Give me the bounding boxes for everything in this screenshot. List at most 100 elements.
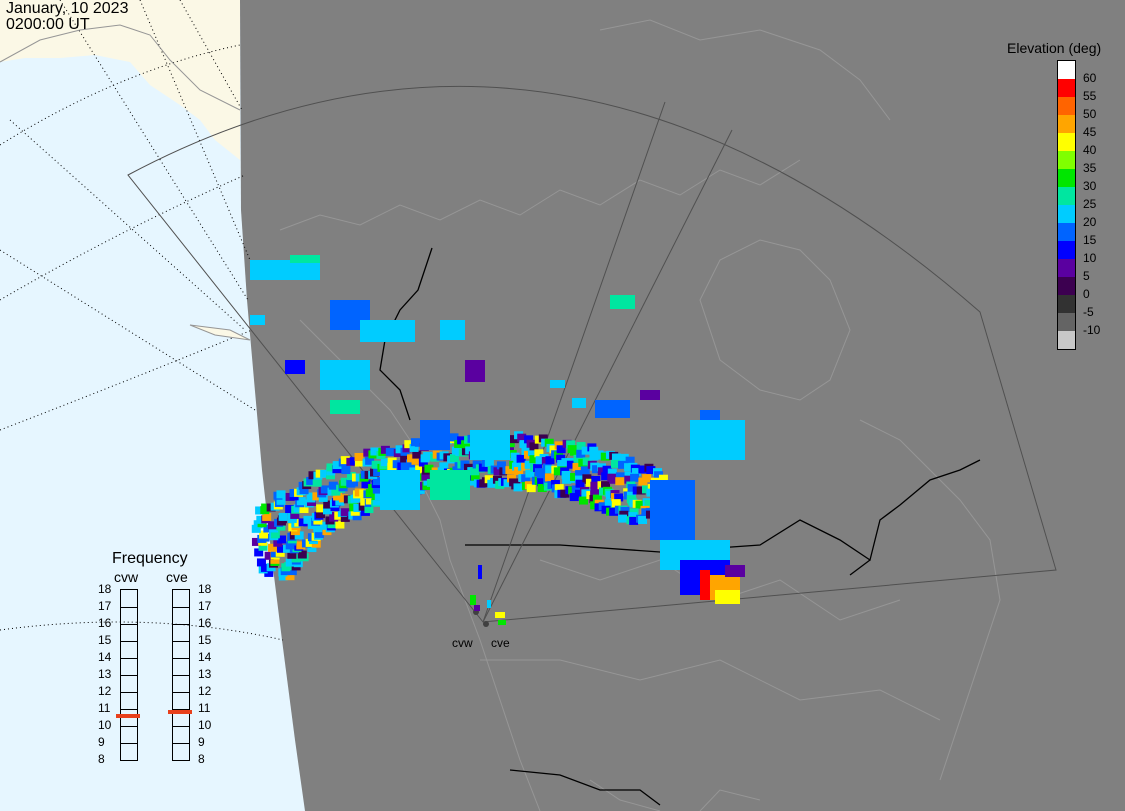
backscatter-cell	[352, 512, 362, 521]
backscatter-cell	[370, 447, 380, 456]
frequency-tick	[173, 641, 189, 642]
backscatter-cell	[601, 472, 611, 481]
backscatter-cell	[505, 439, 515, 448]
backscatter-cell	[644, 499, 654, 508]
backscatter-cell	[255, 506, 265, 515]
frequency-scale-label-right: 17	[198, 599, 212, 613]
backscatter-cell	[297, 550, 307, 559]
backscatter-cell	[465, 446, 475, 455]
backscatter-cell	[332, 461, 342, 470]
lat-lon-grid	[0, 0, 284, 641]
backscatter-cell	[358, 502, 368, 511]
backscatter-cell	[299, 486, 309, 495]
backscatter-cell	[574, 489, 584, 498]
legend-label: 5	[1083, 269, 1090, 283]
backscatter-cell	[400, 454, 410, 463]
backscatter-cell	[380, 445, 390, 454]
backscatter-cell	[650, 480, 695, 540]
backscatter-cell	[556, 454, 566, 463]
backscatter-cell	[618, 460, 628, 469]
backscatter-cell	[296, 497, 306, 506]
backscatter-cell	[536, 471, 546, 480]
backscatter-cell	[570, 473, 580, 482]
backscatter-cell	[573, 454, 583, 463]
backscatter-cell	[418, 458, 428, 467]
site-marker-cve	[483, 621, 489, 627]
backscatter-cell	[550, 380, 565, 388]
backscatter-cell	[597, 467, 607, 476]
legend-swatch	[1058, 133, 1075, 151]
backscatter-cell	[590, 485, 600, 494]
frequency-scale-label: 13	[98, 667, 112, 681]
backscatter-cell	[654, 471, 664, 480]
backscatter-cell	[387, 462, 397, 471]
backscatter-cell	[256, 515, 266, 524]
frequency-radar-name: cve	[166, 569, 188, 585]
legend-swatch	[1058, 241, 1075, 259]
frequency-tick	[121, 624, 137, 625]
backscatter-cell	[405, 459, 415, 468]
backscatter-cell	[629, 516, 639, 525]
backscatter-cell	[582, 457, 592, 466]
backscatter-cell	[354, 452, 364, 461]
backscatter-cell	[373, 497, 383, 506]
legend-label: 0	[1083, 287, 1090, 301]
backscatter-cell	[264, 551, 274, 560]
backscatter-cell	[571, 485, 581, 494]
backscatter-cell	[354, 488, 364, 497]
site-label-cve: cve	[491, 636, 510, 650]
night-shadow	[240, 0, 1125, 811]
frequency-tick	[121, 692, 137, 693]
backscatter-cell	[526, 484, 536, 493]
backscatter-cell	[611, 453, 621, 462]
backscatter-cell	[415, 465, 425, 474]
backscatter-cell	[514, 467, 524, 476]
backscatter-cell	[276, 544, 286, 553]
backscatter-cell	[251, 524, 261, 533]
plot-time: 0200:00 UT	[6, 16, 90, 33]
legend-label: 45	[1083, 125, 1097, 139]
backscatter-cell	[278, 512, 288, 521]
legend-label: 30	[1083, 179, 1097, 193]
backscatter-cell	[363, 448, 373, 457]
fov-outlines	[127, 85, 1057, 623]
backscatter-cell	[524, 435, 534, 444]
backscatter-cell	[349, 457, 359, 466]
legend-swatch	[1058, 205, 1075, 223]
frequency-marker	[116, 713, 140, 718]
legend-label: 50	[1083, 107, 1097, 121]
backscatter-cell	[537, 484, 547, 493]
frequency-tick	[173, 675, 189, 676]
backscatter-cell	[625, 456, 635, 465]
backscatter-cell	[340, 513, 350, 522]
backscatter-cell	[579, 496, 589, 505]
backscatter-cell	[614, 493, 624, 502]
backscatter-cell	[465, 360, 485, 382]
backscatter-cell	[574, 475, 584, 484]
legend-swatch	[1058, 187, 1075, 205]
backscatter-cell	[511, 462, 521, 471]
frequency-scale-label-right: 16	[198, 616, 212, 630]
day-land-alaska	[0, 0, 240, 160]
backscatter-cell	[308, 471, 318, 480]
backscatter-cell	[601, 481, 611, 490]
backscatter-cell	[556, 445, 566, 454]
frequency-scale-label-right: 14	[198, 650, 212, 664]
frequency-scale-label: 11	[98, 701, 111, 715]
backscatter-cell	[371, 460, 381, 469]
backscatter-cell	[392, 460, 402, 469]
backscatter-cell	[372, 485, 382, 494]
backscatter-cell	[259, 530, 269, 539]
backscatter-cell	[493, 467, 503, 476]
backscatter-cell	[465, 477, 475, 486]
frequency-panel: Frequency cvw cve 18 17 16 15 14 13 12 11 10 9 8 18 17…	[80, 548, 240, 778]
backscatter-cell	[307, 544, 317, 553]
legend-swatch	[1058, 313, 1075, 331]
backscatter-cell	[373, 467, 383, 476]
backscatter-cell	[638, 516, 648, 525]
backscatter-cell	[326, 463, 336, 472]
backscatter-cell	[590, 490, 600, 499]
backscatter-cell	[317, 521, 327, 530]
backscatter-cell	[611, 499, 621, 508]
